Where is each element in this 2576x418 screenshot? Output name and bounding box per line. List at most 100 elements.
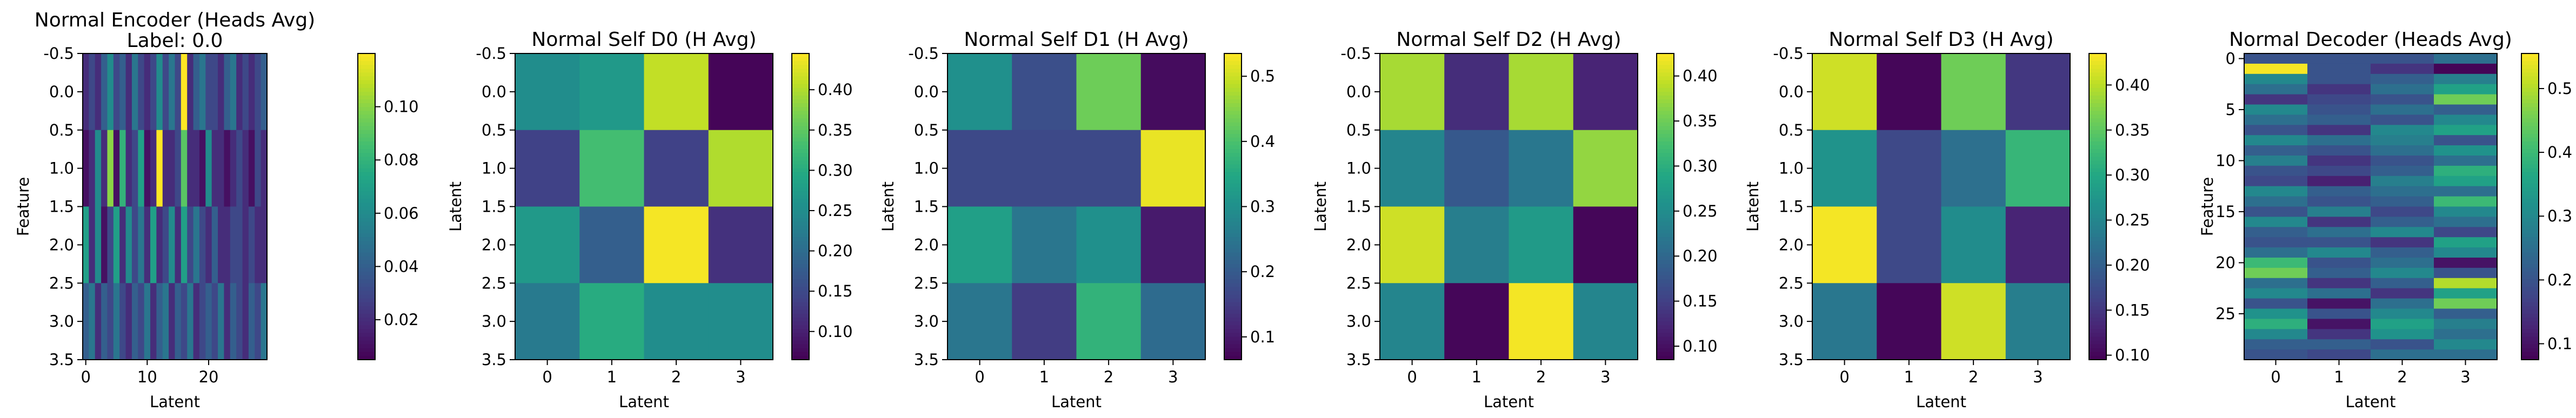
colorbar-band bbox=[792, 183, 809, 188]
heatmap-cell bbox=[2434, 206, 2498, 217]
colorbar-band bbox=[2089, 230, 2106, 234]
colorbar-band bbox=[1224, 348, 1242, 353]
colorbar-band bbox=[2521, 95, 2539, 100]
colorbar-band bbox=[792, 118, 809, 123]
heatmap-cell bbox=[2244, 145, 2308, 156]
colorbar-band bbox=[1224, 252, 1242, 257]
colorbar-band bbox=[1657, 191, 1674, 196]
heatmap-cell bbox=[113, 206, 120, 284]
heatmap-cell bbox=[107, 206, 114, 284]
colorbar-band bbox=[1224, 218, 1242, 223]
colorbar-band bbox=[2089, 87, 2106, 92]
colorbar-band bbox=[2089, 179, 2106, 184]
colorbar-tick-label: 0.25 bbox=[1683, 202, 1718, 220]
colorbar-band bbox=[2521, 137, 2539, 142]
y-axis-label: Feature bbox=[14, 177, 32, 237]
colorbar-band bbox=[358, 275, 375, 280]
colorbar-band bbox=[2521, 126, 2539, 131]
colorbar-band bbox=[2089, 53, 2106, 58]
colorbar-band bbox=[358, 191, 375, 196]
heatmap-cell bbox=[2434, 329, 2498, 340]
colorbar-band bbox=[792, 99, 809, 104]
colorbar-band bbox=[358, 126, 375, 131]
heatmap-cell bbox=[199, 206, 206, 284]
colorbar-tick-label: 0.2 bbox=[2547, 271, 2572, 289]
heatmap-cell bbox=[205, 283, 212, 360]
colorbar-band bbox=[2521, 210, 2539, 215]
colorbar-band bbox=[792, 103, 809, 108]
heatmap-cell bbox=[2434, 298, 2498, 309]
colorbar-band bbox=[2521, 176, 2539, 180]
heatmap-cell bbox=[2244, 288, 2308, 299]
chart-subtitle: Label: 0.0 bbox=[127, 30, 223, 52]
colorbar-band bbox=[2521, 118, 2539, 123]
x-tick-label: 0 bbox=[1407, 368, 1417, 386]
colorbar-band bbox=[358, 76, 375, 81]
colorbar-band bbox=[1657, 99, 1674, 104]
heatmap-cell bbox=[107, 53, 114, 131]
colorbar-band bbox=[1224, 302, 1242, 307]
colorbar-tick-label: 0.30 bbox=[818, 161, 853, 179]
heatmap-cell bbox=[2307, 196, 2371, 207]
heatmap-cell bbox=[2434, 186, 2498, 197]
colorbar-band bbox=[358, 157, 375, 161]
colorbar-band bbox=[358, 325, 375, 330]
heatmap-cell bbox=[89, 283, 96, 360]
colorbar-band bbox=[1224, 298, 1242, 303]
colorbar-band bbox=[1224, 65, 1242, 70]
y-tick-label: 0.5 bbox=[1779, 121, 1804, 139]
colorbar-band bbox=[2521, 53, 2539, 58]
y-tick-label: 3.0 bbox=[1779, 312, 1804, 331]
heatmap-cell bbox=[2244, 165, 2308, 177]
y-tick-label: -0.5 bbox=[1340, 44, 1371, 63]
colorbar-band bbox=[1657, 321, 1674, 326]
colorbar-band bbox=[1224, 107, 1242, 112]
heatmap-cell bbox=[248, 130, 255, 207]
heatmap-cell bbox=[2244, 247, 2308, 258]
heatmap-cell bbox=[2307, 176, 2371, 187]
colorbar-band bbox=[792, 168, 809, 173]
colorbar-band bbox=[792, 199, 809, 204]
heatmap-cell bbox=[2434, 125, 2498, 136]
colorbar-band bbox=[1657, 302, 1674, 307]
colorbar-tick-label: 0.5 bbox=[1250, 67, 1275, 85]
colorbar-band bbox=[1224, 233, 1242, 238]
heatmap-cell bbox=[181, 206, 188, 284]
colorbar-band bbox=[792, 126, 809, 131]
colorbar-band bbox=[358, 237, 375, 242]
heatmap-cell bbox=[211, 206, 218, 284]
colorbar-band bbox=[2089, 245, 2106, 250]
colorbar-band bbox=[1657, 214, 1674, 219]
colorbar-band bbox=[2521, 355, 2539, 360]
heatmap-cell bbox=[2307, 63, 2371, 75]
heatmap-cell bbox=[2244, 349, 2308, 360]
colorbar-band bbox=[1657, 164, 1674, 169]
colorbar-band bbox=[1224, 210, 1242, 215]
heatmap-cell bbox=[181, 53, 188, 131]
colorbar-band bbox=[1657, 141, 1674, 146]
colorbar-band bbox=[1224, 267, 1242, 272]
heatmap-cell bbox=[1076, 206, 1142, 284]
colorbar-band bbox=[792, 61, 809, 66]
colorbar-band bbox=[1657, 252, 1674, 257]
y-tick-label: -0.5 bbox=[908, 44, 939, 63]
heatmap-cell bbox=[101, 130, 108, 207]
colorbar-band bbox=[1224, 241, 1242, 246]
heatmap-cell bbox=[2434, 135, 2498, 146]
heatmap-cell bbox=[2434, 156, 2498, 166]
colorbar-band bbox=[1224, 340, 1242, 345]
colorbar-band bbox=[358, 206, 375, 211]
colorbar-band bbox=[2521, 329, 2539, 334]
colorbar-band bbox=[2089, 130, 2106, 134]
colorbar-band bbox=[1224, 122, 1242, 127]
colorbar-band bbox=[2521, 122, 2539, 127]
colorbar-band bbox=[792, 65, 809, 70]
heatmap-cell bbox=[261, 283, 268, 360]
heatmap-cell bbox=[242, 53, 249, 131]
colorbar-band bbox=[1224, 206, 1242, 211]
heatmap-cell bbox=[2307, 73, 2371, 85]
heatmap-cell bbox=[1140, 283, 1206, 360]
colorbar-band bbox=[1224, 72, 1242, 77]
y-tick-label: 1.0 bbox=[1779, 159, 1804, 178]
colorbar-band bbox=[2089, 252, 2106, 257]
